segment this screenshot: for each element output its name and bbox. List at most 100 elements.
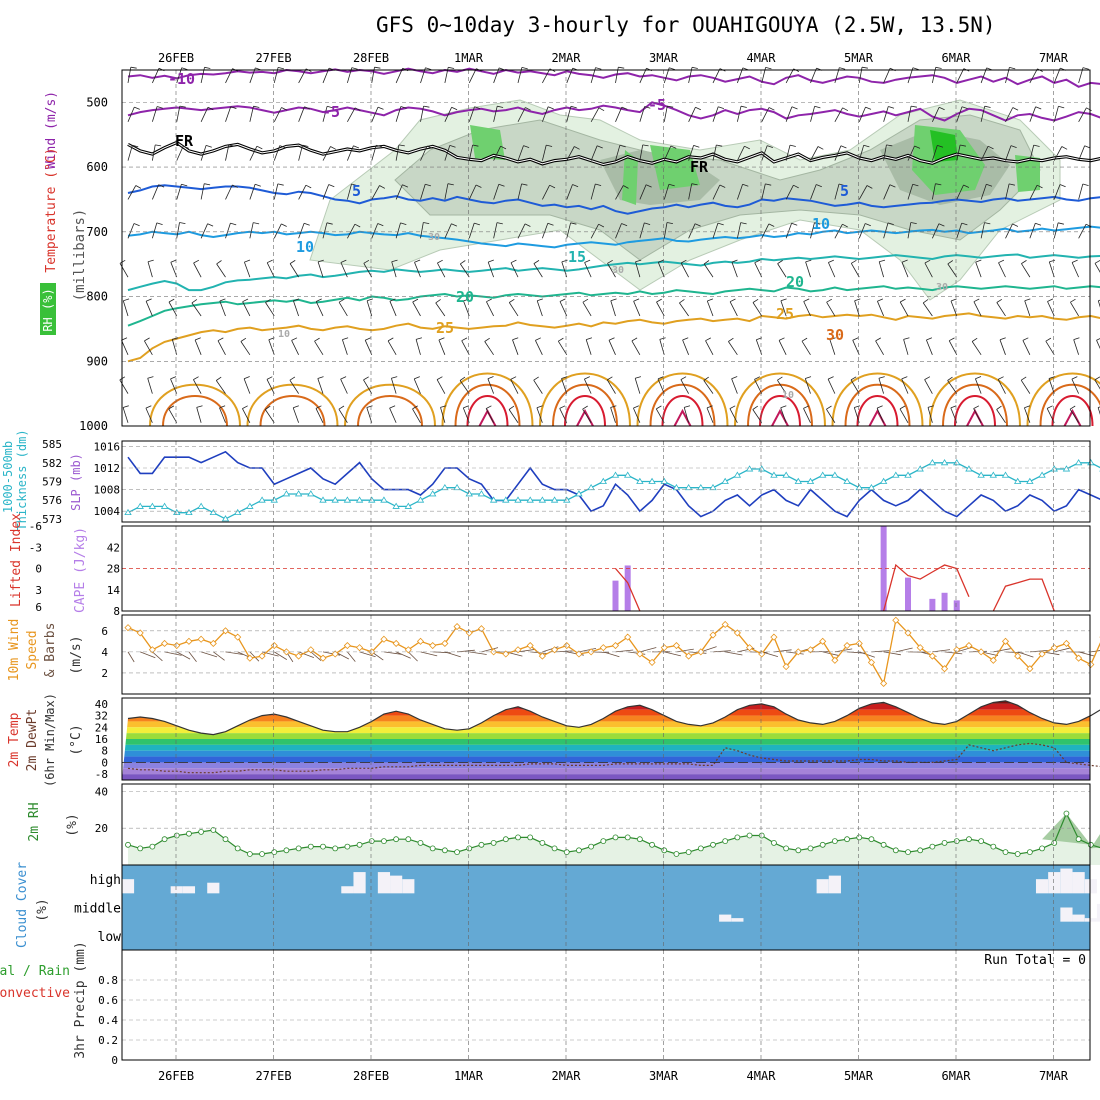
wind-barb <box>486 301 494 317</box>
wind10-barb <box>188 651 197 662</box>
pressure-tick-800: 800 <box>86 290 108 304</box>
wind-barb <box>1029 145 1035 161</box>
cloud-cell-high <box>402 879 415 894</box>
wind-barb <box>663 106 668 122</box>
wind-barb-feather <box>694 223 701 227</box>
wind-barb <box>293 300 300 317</box>
wind-barb-feather <box>293 298 300 302</box>
wind10-marker <box>173 641 181 650</box>
wind-barb <box>584 262 592 278</box>
wind-barb <box>631 340 641 355</box>
wind-barb-feather <box>1047 298 1054 302</box>
rh2m-marker <box>746 832 753 839</box>
wind-barb-feather <box>1082 183 1089 186</box>
wind-barb-feather <box>377 106 384 110</box>
wind-barb <box>566 106 572 122</box>
wind-barb-feather <box>791 222 798 226</box>
rh2m-marker <box>222 836 229 843</box>
wind-barb <box>219 407 226 423</box>
wind10-marker <box>465 629 473 637</box>
wind-barb <box>683 407 690 423</box>
thickness-marker <box>623 471 632 478</box>
wind-barb <box>298 185 307 200</box>
wind-barb-feather <box>389 405 396 409</box>
bottom-date-26FEB: 26FEB <box>158 1069 194 1083</box>
wind-barb <box>682 339 689 355</box>
wind-barb-feather <box>926 337 933 341</box>
panel-frame-precip <box>121 949 1091 1061</box>
wind-barb <box>484 341 494 356</box>
rh2m-marker <box>1075 836 1082 843</box>
wind-barb <box>1094 263 1100 273</box>
thickness-marker <box>953 459 961 466</box>
wind-barb <box>712 68 721 84</box>
wind-barb <box>152 68 160 84</box>
wind-barb <box>728 341 738 356</box>
wind-barb <box>266 379 275 394</box>
wind-barb-feather <box>289 260 296 264</box>
thickness-marker <box>1074 459 1083 466</box>
wind10-barb <box>895 647 913 653</box>
wind-barb <box>878 261 885 278</box>
rh2m-marker <box>454 849 460 855</box>
wind-barb-feather <box>525 107 531 111</box>
wind-barb <box>810 146 819 161</box>
wind10-barb <box>408 651 418 662</box>
contour-label: 5 <box>840 182 849 200</box>
wind-barb-feather <box>179 105 186 108</box>
wind10-barb <box>444 651 461 658</box>
wind-barb-feather <box>854 405 861 408</box>
wind10-marker <box>185 637 193 645</box>
rh2m-marker <box>831 838 838 844</box>
wind-barb-feather <box>618 66 625 69</box>
wind-barb <box>883 222 889 239</box>
wind-barb <box>219 300 226 317</box>
wind-barb-feather <box>584 259 591 263</box>
wind-barb-feather <box>156 106 163 109</box>
wind-barb <box>436 379 446 394</box>
data-layer <box>119 66 1100 950</box>
wind-barb-feather <box>816 184 822 188</box>
cloud-cell-middle <box>731 918 744 922</box>
cell-35-6 <box>759 395 801 427</box>
wind10-marker <box>831 656 839 664</box>
wind-barb-feather <box>935 66 942 69</box>
wind-barb <box>680 379 689 394</box>
wind-barb <box>225 222 231 239</box>
thickness-marker <box>733 471 742 478</box>
wind-barb <box>754 262 763 278</box>
wind-barb-feather <box>850 376 857 381</box>
wind-barb-feather <box>752 298 759 303</box>
thickness-marker <box>904 471 912 478</box>
wind-barb-feather <box>937 145 944 148</box>
wind-barb <box>508 302 519 317</box>
wind-barb-feather <box>1070 298 1076 303</box>
wind-barb <box>956 106 963 122</box>
contour-label: 30 <box>612 265 624 276</box>
wind-barb-feather <box>435 299 441 304</box>
wind-barb <box>127 185 137 200</box>
ylabel-cloud-cover: Cloud Cover <box>15 862 30 948</box>
wind10-marker <box>721 620 729 629</box>
wind-barb <box>956 222 963 239</box>
thickness-marker <box>526 496 534 503</box>
wind10-barb <box>932 649 951 653</box>
rh2m-marker <box>685 849 692 855</box>
thickness-marker <box>160 502 169 509</box>
wind-barb <box>338 301 348 317</box>
thickness-marker <box>404 502 413 509</box>
wind10-tick-2: 2 <box>101 667 108 680</box>
wind-barb <box>366 300 373 317</box>
wind10-marker <box>355 644 364 652</box>
wind-barb <box>317 378 324 394</box>
wind-barb <box>363 263 373 278</box>
wind-barb-feather <box>281 107 288 111</box>
cloud-cell-high <box>1060 868 1073 894</box>
wind-barb-feather <box>328 184 335 188</box>
wind-barb-feather <box>717 222 724 226</box>
wind-barb-feather <box>975 259 982 263</box>
rh2m-marker <box>125 841 131 848</box>
temp-band-low <box>122 774 1090 780</box>
wind-barb-feather <box>901 259 908 263</box>
wind10-marker <box>477 625 486 633</box>
